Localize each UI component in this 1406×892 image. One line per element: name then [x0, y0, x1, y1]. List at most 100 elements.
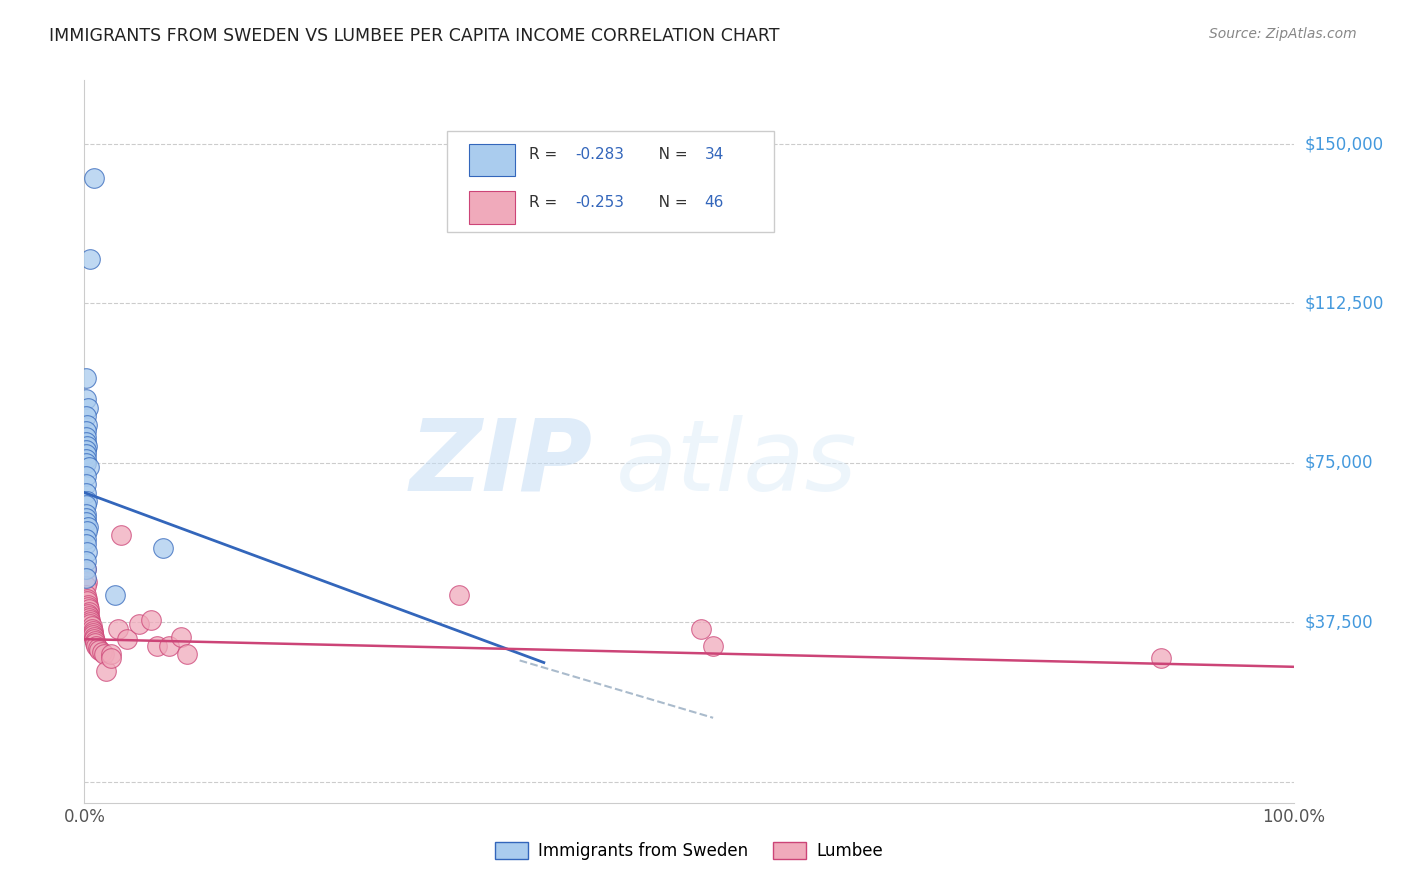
Point: [75, 588, 97, 602]
Point: [75, 477, 97, 491]
Point: [75, 516, 97, 530]
Point: [82, 625, 104, 640]
Text: $37,500: $37,500: [1305, 613, 1374, 632]
Text: ZIP: ZIP: [409, 415, 592, 512]
FancyBboxPatch shape: [468, 192, 515, 224]
Point: [77, 607, 100, 621]
Point: [100, 647, 122, 661]
Point: [76, 417, 98, 432]
Point: [84, 634, 107, 648]
Point: [157, 639, 180, 653]
Point: [77, 519, 100, 533]
Point: [75, 447, 97, 461]
Legend: Immigrants from Sweden, Lumbee: Immigrants from Sweden, Lumbee: [488, 835, 890, 867]
Point: [77, 602, 100, 616]
Point: [79, 613, 101, 627]
Point: [75, 553, 97, 567]
Text: IMMIGRANTS FROM SWEDEN VS LUMBEE PER CAPITA INCOME CORRELATION CHART: IMMIGRANTS FROM SWEDEN VS LUMBEE PER CAP…: [49, 27, 780, 45]
Point: [75, 562, 97, 576]
Point: [75, 570, 97, 584]
FancyBboxPatch shape: [468, 144, 515, 177]
Point: [76, 594, 98, 608]
Point: [93, 647, 115, 661]
Point: [75, 468, 97, 483]
Point: [76, 494, 98, 508]
Text: R =: R =: [529, 195, 562, 211]
Point: [170, 630, 193, 644]
Point: [80, 619, 103, 633]
Point: [77, 460, 100, 475]
Point: [115, 632, 138, 647]
Point: [79, 252, 101, 266]
Point: [91, 645, 114, 659]
Point: [75, 498, 97, 512]
Point: [82, 624, 104, 638]
Point: [77, 600, 100, 615]
Point: [75, 456, 97, 470]
Point: [86, 639, 108, 653]
Point: [76, 574, 98, 589]
Point: [77, 611, 100, 625]
Text: atlas: atlas: [616, 415, 858, 512]
Point: [76, 524, 98, 538]
Point: [1149, 651, 1171, 665]
Text: -0.283: -0.283: [575, 146, 624, 161]
Text: R =: R =: [529, 146, 562, 161]
Point: [76, 439, 98, 453]
Text: $112,500: $112,500: [1305, 294, 1384, 312]
Point: [75, 443, 97, 458]
Text: N =: N =: [644, 146, 693, 161]
Text: $75,000: $75,000: [1305, 454, 1374, 472]
Text: 34: 34: [704, 146, 724, 161]
Point: [75, 371, 97, 385]
Point: [75, 536, 97, 550]
Point: [75, 409, 97, 423]
Point: [77, 605, 100, 619]
Point: [107, 622, 129, 636]
Point: [690, 622, 713, 636]
Point: [146, 639, 169, 653]
Point: [449, 588, 471, 602]
Point: [75, 511, 97, 525]
Point: [94, 664, 117, 678]
Point: [84, 636, 107, 650]
Point: [75, 579, 97, 593]
Point: [77, 401, 100, 415]
FancyBboxPatch shape: [447, 131, 773, 232]
Point: [110, 528, 132, 542]
Point: [75, 430, 97, 444]
Point: [80, 622, 103, 636]
Point: [75, 392, 97, 406]
Point: [75, 562, 97, 576]
Point: [128, 617, 150, 632]
Point: [83, 171, 105, 186]
Point: [100, 651, 122, 665]
Text: N =: N =: [644, 195, 693, 211]
Text: $150,000: $150,000: [1305, 135, 1384, 153]
Point: [75, 451, 97, 466]
Point: [75, 434, 97, 449]
Point: [76, 545, 98, 559]
Point: [79, 615, 101, 630]
Point: [86, 640, 108, 655]
Point: [77, 598, 100, 612]
Point: [79, 617, 101, 632]
Point: [76, 591, 98, 606]
Point: [176, 647, 198, 661]
Point: [104, 588, 127, 602]
Point: [82, 628, 104, 642]
Point: [152, 541, 174, 555]
Point: [83, 632, 105, 647]
Point: [139, 613, 162, 627]
Point: [87, 642, 110, 657]
Point: [75, 424, 97, 438]
Text: 46: 46: [704, 195, 724, 211]
Point: [83, 630, 105, 644]
Point: [75, 533, 97, 547]
Point: [75, 507, 97, 521]
Point: [702, 639, 724, 653]
Point: [75, 485, 97, 500]
Text: Source: ZipAtlas.com: Source: ZipAtlas.com: [1209, 27, 1357, 41]
Point: [77, 608, 100, 623]
Text: -0.253: -0.253: [575, 195, 624, 211]
